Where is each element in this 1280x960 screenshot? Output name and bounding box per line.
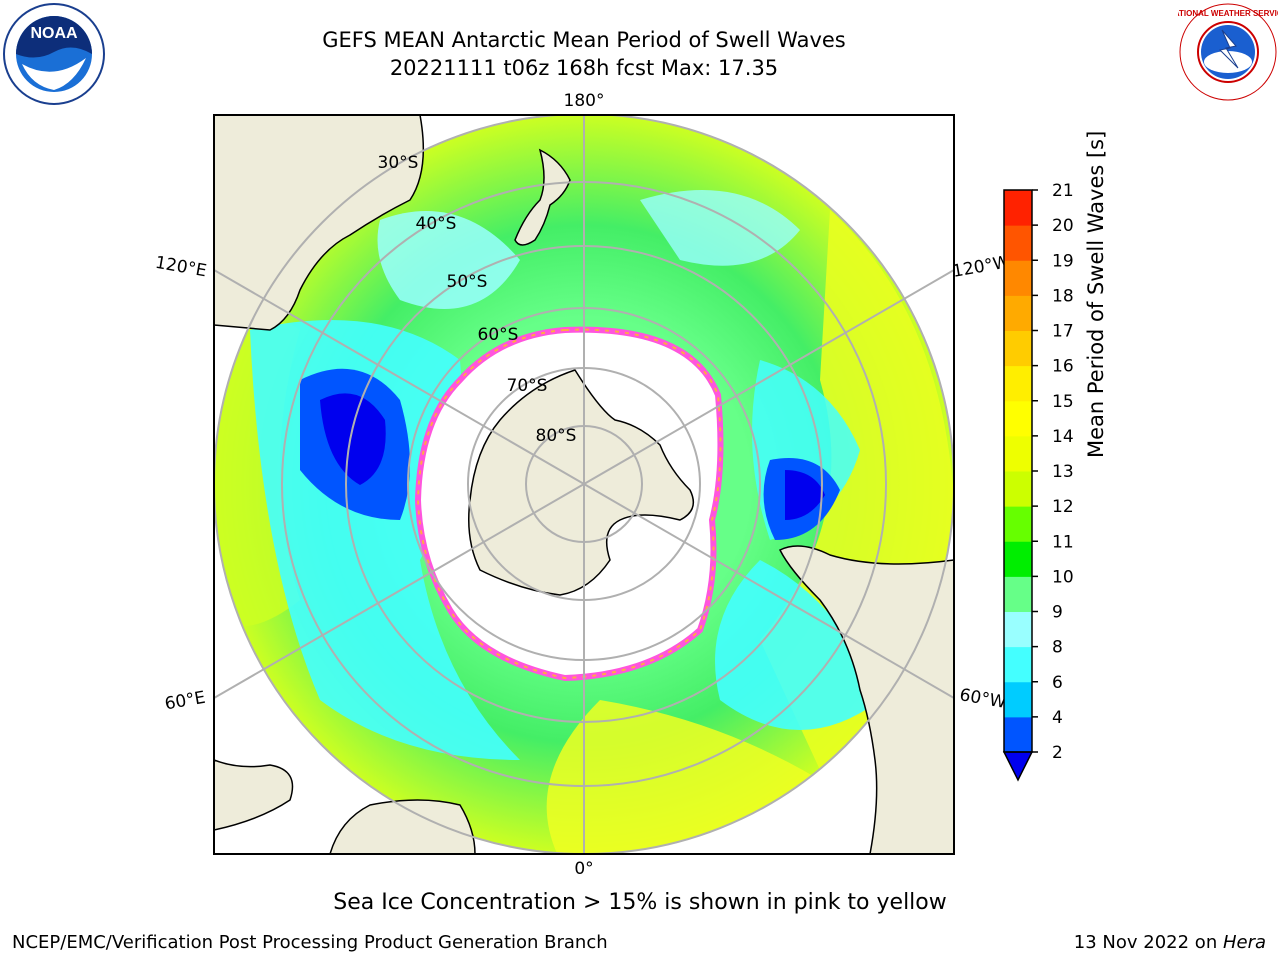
lon-label-180: 180° — [564, 91, 605, 111]
colorbar-tick-label: 14 — [1052, 427, 1074, 447]
colorbar-tick-label: 10 — [1052, 567, 1074, 587]
colorbar-segment — [1004, 365, 1032, 402]
colorbar-tick-label: 9 — [1052, 603, 1063, 623]
colorbar-segment — [1004, 260, 1032, 296]
colorbar-tick-label: 18 — [1052, 286, 1074, 306]
colorbar-segment — [1004, 541, 1032, 577]
colorbar-segment — [1004, 435, 1032, 472]
lat-label: 30°S — [378, 153, 419, 173]
footer-credit: NCEP/EMC/Verification Post Processing Pr… — [12, 932, 608, 953]
colorbar-tick-label: 20 — [1052, 216, 1074, 236]
colorbar-tick-label: 6 — [1052, 673, 1063, 693]
colorbar: 2 4 6 8 9 10 11 12 13 14 15 16 17 18 19 20 21 — [1002, 181, 1074, 782]
colorbar-tick-label: 21 — [1052, 181, 1074, 201]
colorbar-tick-label: 19 — [1052, 251, 1074, 271]
map-frame — [213, 114, 955, 855]
colorbar-segment — [1004, 716, 1032, 753]
colorbar-segment — [1004, 400, 1032, 437]
colorbar-label: Mean Period of Swell Waves [s] — [1084, 130, 1108, 458]
colorbar-segment — [1004, 225, 1032, 261]
colorbar-tick-label: 11 — [1052, 532, 1074, 552]
footer-date: 13 Nov 2022 on Hera — [1073, 932, 1266, 953]
colorbar-tick-label: 8 — [1052, 638, 1063, 658]
sea-ice-note: Sea Ice Concentration > 15% is shown in … — [333, 890, 947, 915]
colorbar-segment — [1004, 611, 1032, 648]
nws-logo: NATIONAL WEATHER SERVICE — [1178, 3, 1278, 101]
svg-text:NOAA: NOAA — [30, 25, 78, 42]
lat-label: 40°S — [416, 214, 457, 234]
lat-label: 50°S — [447, 272, 488, 292]
colorbar-tick-label: 16 — [1052, 357, 1074, 377]
svg-text:NATIONAL WEATHER SERVICE: NATIONAL WEATHER SERVICE — [1178, 9, 1278, 18]
colorbar-segment — [1004, 681, 1032, 718]
colorbar-tick-label: 15 — [1052, 392, 1074, 412]
colorbar-under-arrow — [1002, 751, 1034, 782]
colorbar-tick-label: 4 — [1052, 708, 1063, 728]
colorbar-segment — [1004, 576, 1032, 612]
noaa-logo: NOAA — [3, 3, 105, 105]
graticule — [214, 115, 954, 854]
colorbar-segment — [1004, 506, 1032, 542]
colorbar-tick-label: 2 — [1052, 743, 1063, 763]
colorbar-segment — [1004, 295, 1032, 331]
colorbar-segment — [1004, 190, 1032, 226]
lon-label-60e: 60°E — [163, 688, 207, 715]
lat-label: 80°S — [536, 426, 577, 446]
colorbar-tick-label: 12 — [1052, 497, 1074, 517]
lon-label-120w: 120°W — [951, 252, 1012, 282]
lon-label-0: 0° — [574, 859, 593, 879]
colorbar-tick-label: 17 — [1052, 322, 1074, 342]
lat-label: 70°S — [507, 376, 548, 396]
colorbar-tick-label: 13 — [1052, 462, 1074, 482]
continents — [214, 115, 954, 854]
chart-title: GEFS MEAN Antarctic Mean Period of Swell… — [322, 28, 846, 52]
lon-label-60w: 60°W — [958, 685, 1008, 713]
chart-subtitle: 20221111 t06z 168h fcst Max: 17.35 — [389, 56, 779, 80]
lat-label: 60°S — [478, 325, 519, 345]
colorbar-segment — [1004, 330, 1032, 367]
colorbar-segment — [1004, 646, 1032, 683]
colorbar-segment — [1004, 471, 1032, 507]
lon-label-120e: 120°E — [154, 253, 208, 282]
